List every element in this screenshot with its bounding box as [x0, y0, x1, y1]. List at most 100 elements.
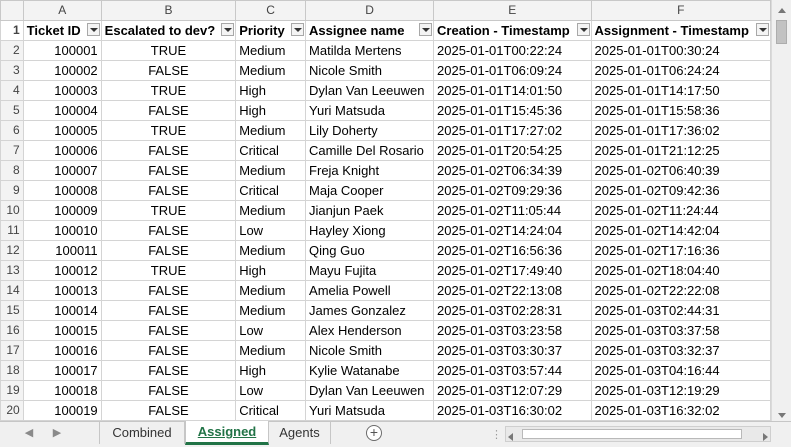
cell-creation-timestamp[interactable]: 2025-01-01T20:54:25: [433, 140, 592, 161]
cell-ticket-id[interactable]: 100012: [22, 260, 102, 281]
cell-creation-timestamp[interactable]: 2025-01-03T03:23:58: [433, 320, 592, 341]
cell-creation-timestamp[interactable]: 2025-01-02T06:34:39: [433, 160, 592, 181]
cell-creation-timestamp[interactable]: 2025-01-02T22:13:08: [433, 280, 592, 301]
cell-ticket-id[interactable]: 100002: [22, 60, 102, 81]
cell-assignment-timestamp[interactable]: 2025-01-02T17:16:36: [590, 240, 771, 261]
cell-escalated[interactable]: FALSE: [100, 140, 237, 161]
cell-creation-timestamp[interactable]: 2025-01-03T03:30:37: [433, 340, 592, 361]
cell-ticket-id[interactable]: 100019: [22, 400, 102, 421]
cell-assignee[interactable]: James Gonzalez: [305, 300, 435, 321]
cell-ticket-id[interactable]: 100015: [22, 320, 102, 341]
filter-dropdown-icon[interactable]: [756, 23, 769, 36]
scroll-right-icon[interactable]: [763, 428, 768, 446]
cell-assignment-timestamp[interactable]: 2025-01-01T15:58:36: [590, 100, 771, 121]
cell-assignment-timestamp[interactable]: 2025-01-02T22:22:08: [590, 280, 771, 301]
cell-assignment-timestamp[interactable]: 2025-01-03T03:37:58: [590, 320, 771, 341]
cell-creation-timestamp[interactable]: 2025-01-03T02:28:31: [433, 300, 592, 321]
cell-assignment-timestamp[interactable]: 2025-01-03T02:44:31: [590, 300, 771, 321]
cell-ticket-id[interactable]: 100009: [22, 200, 102, 221]
cell-assignment-timestamp[interactable]: 2025-01-02T14:42:04: [590, 220, 771, 241]
cell-escalated[interactable]: FALSE: [100, 60, 237, 81]
cell-assignment-timestamp[interactable]: 2025-01-03T12:19:29: [590, 380, 771, 401]
cell-ticket-id[interactable]: 100010: [22, 220, 102, 241]
cell-assignee[interactable]: Yuri Matsuda: [305, 100, 435, 121]
filter-dropdown-icon[interactable]: [86, 23, 100, 36]
cell-escalated[interactable]: FALSE: [100, 280, 237, 301]
filter-dropdown-icon[interactable]: [291, 23, 305, 36]
filter-dropdown-icon[interactable]: [419, 23, 433, 36]
cell-escalated[interactable]: TRUE: [100, 120, 237, 141]
cell-assignment-timestamp[interactable]: 2025-01-01T06:24:24: [590, 60, 771, 81]
cell-ticket-id[interactable]: 100008: [22, 180, 102, 201]
vertical-scrollbar[interactable]: [771, 0, 791, 421]
cell-assignment-timestamp[interactable]: 2025-01-02T09:42:36: [590, 180, 771, 201]
row-number[interactable]: 17: [0, 340, 24, 361]
cell-creation-timestamp[interactable]: 2025-01-02T09:29:36: [433, 180, 592, 201]
cell-creation-timestamp[interactable]: 2025-01-02T17:49:40: [433, 260, 592, 281]
cell-assignee[interactable]: Kylie Watanabe: [305, 360, 435, 381]
cell-priority[interactable]: Medium: [235, 200, 307, 221]
tab-agents[interactable]: Agents: [269, 422, 331, 444]
row-number[interactable]: 14: [0, 280, 24, 301]
horizontal-scrollbar[interactable]: [505, 426, 771, 442]
cell-ticket-id[interactable]: 100011: [22, 240, 102, 261]
column-header-b[interactable]: B: [100, 0, 237, 21]
add-sheet-icon[interactable]: +: [366, 425, 382, 441]
cell-creation-timestamp[interactable]: 2025-01-01T17:27:02: [433, 120, 592, 141]
row-number[interactable]: 9: [0, 180, 24, 201]
column-header-e[interactable]: E: [433, 0, 592, 21]
cell-priority[interactable]: Critical: [235, 180, 307, 201]
cell-assignee[interactable]: Alex Henderson: [305, 320, 435, 341]
cell-creation-timestamp[interactable]: 2025-01-01T06:09:24: [433, 60, 592, 81]
cell-assignee[interactable]: Qing Guo: [305, 240, 435, 261]
cell-ticket-id[interactable]: 100005: [22, 120, 102, 141]
cell-assignment-timestamp[interactable]: 2025-01-03T03:32:37: [590, 340, 771, 361]
cell-creation-timestamp[interactable]: 2025-01-02T16:56:36: [433, 240, 592, 261]
cell-ticket-id[interactable]: 100017: [22, 360, 102, 381]
cell-assignee[interactable]: Yuri Matsuda: [305, 400, 435, 421]
header-cell-assignee[interactable]: Assignee name: [305, 20, 435, 41]
cell-assignee[interactable]: Camille Del Rosario: [305, 140, 435, 161]
cell-priority[interactable]: Critical: [235, 400, 307, 421]
nav-next-sheet-icon[interactable]: ▶: [52, 427, 62, 439]
row-number[interactable]: 4: [0, 80, 24, 101]
cell-ticket-id[interactable]: 100013: [22, 280, 102, 301]
cell-assignee[interactable]: Freja Knight: [305, 160, 435, 181]
cell-escalated[interactable]: TRUE: [100, 260, 237, 281]
cell-escalated[interactable]: FALSE: [100, 240, 237, 261]
cell-ticket-id[interactable]: 100018: [22, 380, 102, 401]
row-number[interactable]: 11: [0, 220, 24, 241]
cell-assignee[interactable]: Jianjun Paek: [305, 200, 435, 221]
cell-escalated[interactable]: FALSE: [100, 360, 237, 381]
row-number[interactable]: 2: [0, 40, 24, 61]
header-cell-assignment[interactable]: Assignment - Timestamp: [590, 20, 771, 41]
row-number[interactable]: 13: [0, 260, 24, 281]
row-number[interactable]: 3: [0, 60, 24, 81]
cell-assignment-timestamp[interactable]: 2025-01-01T17:36:02: [590, 120, 771, 141]
cell-creation-timestamp[interactable]: 2025-01-03T16:30:02: [433, 400, 592, 421]
row-number[interactable]: 19: [0, 380, 24, 401]
cell-assignee[interactable]: Dylan Van Leeuwen: [305, 80, 435, 101]
cell-creation-timestamp[interactable]: 2025-01-03T03:57:44: [433, 360, 592, 381]
cell-creation-timestamp[interactable]: 2025-01-01T00:22:24: [433, 40, 592, 61]
cell-escalated[interactable]: FALSE: [100, 100, 237, 121]
row-number[interactable]: 7: [0, 140, 24, 161]
cell-assignment-timestamp[interactable]: 2025-01-03T04:16:44: [590, 360, 771, 381]
nav-prev-sheet-icon[interactable]: ◀: [24, 427, 34, 439]
cell-assignment-timestamp[interactable]: 2025-01-01T21:12:25: [590, 140, 771, 161]
cell-priority[interactable]: Medium: [235, 40, 307, 61]
cell-assignee[interactable]: Lily Doherty: [305, 120, 435, 141]
cell-creation-timestamp[interactable]: 2025-01-02T11:05:44: [433, 200, 592, 221]
scroll-down-icon[interactable]: [772, 405, 791, 421]
row-number[interactable]: 16: [0, 320, 24, 341]
cell-assignment-timestamp[interactable]: 2025-01-01T00:30:24: [590, 40, 771, 61]
column-header-c[interactable]: C: [235, 0, 307, 21]
row-number[interactable]: 6: [0, 120, 24, 141]
column-header-d[interactable]: D: [305, 0, 435, 21]
cell-assignee[interactable]: Nicole Smith: [305, 60, 435, 81]
row-number[interactable]: 1: [0, 20, 24, 41]
row-number[interactable]: 15: [0, 300, 24, 321]
cell-assignee[interactable]: Nicole Smith: [305, 340, 435, 361]
cell-priority[interactable]: Medium: [235, 240, 307, 261]
cell-assignee[interactable]: Hayley Xiong: [305, 220, 435, 241]
